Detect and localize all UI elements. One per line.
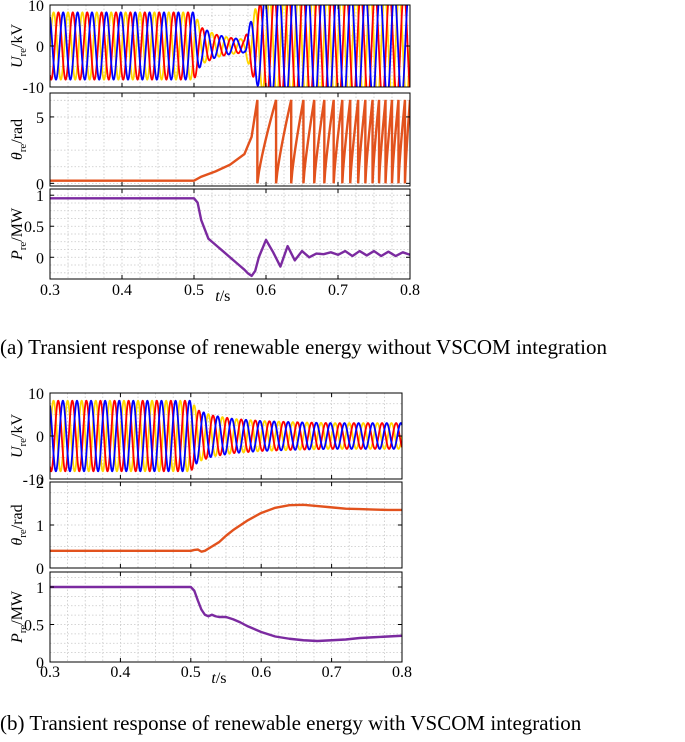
y-axis-label: Pre/MW <box>9 590 29 644</box>
y-label-sub: re <box>17 242 29 251</box>
series-phase-b <box>50 5 410 87</box>
x-label-var: t <box>215 288 220 305</box>
y-label-unit: /MW <box>9 207 26 242</box>
y-tick-label: 0.5 <box>24 219 44 236</box>
x-axis-label: t/s <box>211 670 226 687</box>
grid <box>49 572 403 663</box>
x-label-var: t <box>211 670 216 687</box>
y-tick-label: 0 <box>36 429 44 446</box>
series-phase-c <box>50 399 402 473</box>
y-label-sub: re <box>17 529 29 538</box>
series-group <box>50 399 402 473</box>
grid <box>49 481 403 569</box>
y-label-sub: re <box>17 625 29 634</box>
series-group <box>50 5 410 87</box>
y-tick-label: 2 <box>36 475 44 492</box>
x-axis-label: t/s <box>215 288 230 305</box>
y-label-main: θ <box>9 152 26 160</box>
y-label-sub: re <box>17 144 29 153</box>
series-phase-a <box>50 5 410 87</box>
y-axis-label: Pre/MW <box>9 207 29 261</box>
panel-u: -10 0 10 Ure/kV <box>9 0 411 97</box>
grid <box>49 93 411 186</box>
x-tick-label: 0.4 <box>110 664 130 681</box>
y-label-unit: /kV <box>9 24 26 48</box>
y-tick-label: 0 <box>36 250 44 267</box>
caption-b: (b) Transient response of renewable ener… <box>0 711 582 735</box>
series-group <box>50 99 410 184</box>
panel-theta: 0 1 2 θre/rad <box>9 475 403 578</box>
y-axis-label: Ure/kV <box>9 414 29 459</box>
y-tick-label: 1 <box>36 518 44 535</box>
panel-frame <box>49 92 411 187</box>
y-tick-label: 5 <box>36 110 44 127</box>
y-tick-label: 0.5 <box>24 618 44 635</box>
series-p-re <box>50 585 402 643</box>
x-tick-label: 0.6 <box>256 282 276 299</box>
y-tick-label: 0 <box>36 655 44 672</box>
series-group <box>50 503 402 553</box>
y-label-main: P <box>9 633 26 644</box>
x-label-unit: /s <box>216 670 227 687</box>
y-label-main: U <box>9 55 26 68</box>
grid <box>49 189 411 279</box>
y-tick-label: 0 <box>36 561 44 578</box>
y-label-sub: re <box>17 438 29 447</box>
x-tick-label: 0.7 <box>328 282 348 299</box>
x-tick-label: 0.7 <box>322 664 342 681</box>
x-label-unit: /s <box>220 288 231 305</box>
series-phase-a <box>50 399 402 473</box>
y-axis-label: θre/rad <box>9 119 29 160</box>
x-tick-label: 0.6 <box>251 664 271 681</box>
panel-u: -10 0 10 Ure/kV <box>9 386 403 489</box>
y-axis-label: θre/rad <box>9 504 29 545</box>
y-tick-label: 0 <box>36 176 44 193</box>
panel-frame <box>49 571 403 663</box>
y-label-main: P <box>9 250 26 261</box>
y-tick-label: -10 <box>23 80 44 97</box>
series-group <box>50 197 410 278</box>
y-tick-label: 1 <box>36 188 44 205</box>
y-label-unit: /rad <box>9 119 26 144</box>
panel-frame <box>49 188 411 280</box>
y-tick-label: 0 <box>36 39 44 56</box>
panel-p: 0 0.5 1 Pre/MW <box>9 188 411 280</box>
x-tick-label: 0.8 <box>400 282 420 299</box>
y-label-sub: re <box>17 48 29 57</box>
x-tick-label: 0.3 <box>40 664 60 681</box>
panel-theta: 0 5 θre/rad <box>9 92 411 193</box>
y-tick-label: 1 <box>36 580 44 597</box>
series-p-re <box>50 197 410 278</box>
series-theta-re <box>50 99 410 184</box>
series-phase-c <box>50 5 409 87</box>
x-tick-label: 0.8 <box>392 664 412 681</box>
x-tick-label: 0.5 <box>181 664 201 681</box>
y-axis-label: Ure/kV <box>9 24 29 69</box>
y-label-main: θ <box>9 538 26 546</box>
series-group <box>50 585 402 643</box>
y-label-main: U <box>9 445 26 458</box>
x-tick-label: 0.4 <box>112 282 132 299</box>
y-label-unit: /kV <box>9 414 26 438</box>
y-tick-label: -10 <box>23 472 44 489</box>
caption-a: (a) Transient response of renewable ener… <box>0 335 607 359</box>
y-tick-label: 10 <box>28 386 44 403</box>
series-theta-re <box>50 503 402 553</box>
y-label-unit: /rad <box>9 504 26 529</box>
y-label-unit: /MW <box>9 590 26 625</box>
x-tick-label: 0.3 <box>40 282 60 299</box>
y-tick-label: 10 <box>28 0 44 15</box>
series-phase-b <box>50 399 402 473</box>
panel-p: 0 0.5 1 Pre/MW <box>9 571 403 672</box>
x-tick-label: 0.5 <box>184 282 204 299</box>
